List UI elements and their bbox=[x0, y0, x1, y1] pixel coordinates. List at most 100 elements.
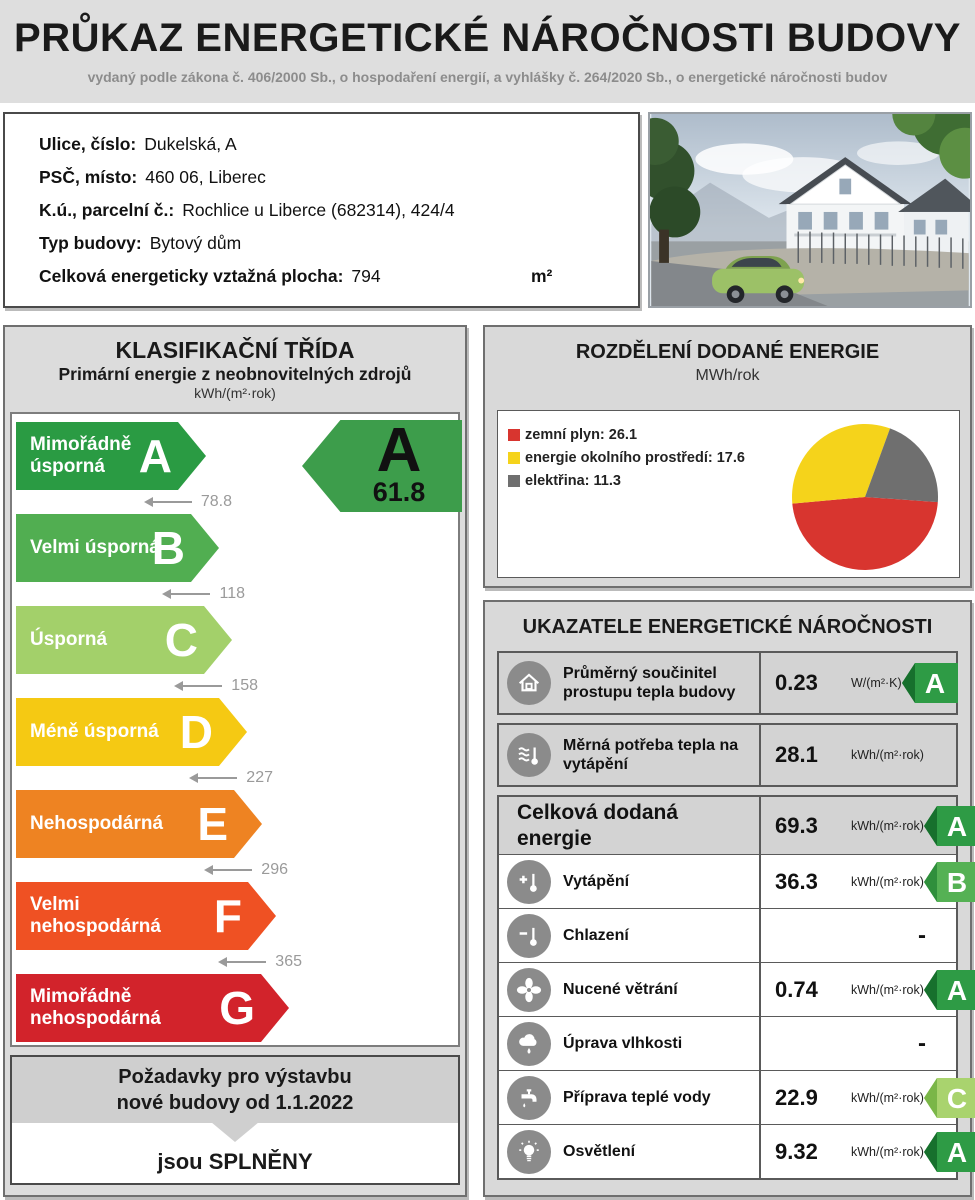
indicator-label-cell: Chlazení bbox=[499, 909, 761, 962]
class-letter: D bbox=[179, 706, 213, 758]
class-bar-a: Mimořádně úsporná A bbox=[16, 422, 206, 490]
threshold-arrow-icon bbox=[189, 773, 238, 783]
class-letter: A bbox=[138, 430, 172, 482]
indicator-label-cell: Nucené větrání bbox=[499, 963, 761, 1016]
pie-title: ROZDĚLENÍ DODANÉ ENERGIE bbox=[575, 341, 880, 363]
indicator-label-cell: Měrná potřeba tepla na vytápění bbox=[499, 725, 761, 785]
threshold-value: 118 bbox=[219, 585, 245, 602]
legend-item-0: zemní plyn: 26.1 bbox=[508, 423, 745, 446]
indicator-label: Průměrný součinitel prostupu tepla budov… bbox=[563, 664, 736, 701]
grade-badge-a: A bbox=[901, 663, 958, 703]
threshold-a: 78.8 bbox=[16, 490, 232, 514]
building-info-box: Ulice, číslo: Dukelská, A PSČ, místo: 460 … bbox=[3, 112, 640, 308]
indicator-value: 0.74 bbox=[775, 976, 818, 1002]
class-letter: F bbox=[213, 890, 242, 942]
indicator-label-cell: Vytápění bbox=[499, 855, 761, 908]
indicator-row: Osvětlení 9.32 kWh/(m²·rok) A bbox=[499, 1124, 975, 1178]
indicator-row: Vytápění 36.3 kWh/(m²·rok) B bbox=[499, 854, 975, 908]
indicator-row: Příprava teplé vody 22.9 kWh/(m²·rok) C bbox=[499, 1070, 975, 1124]
indicator-unit: kWh/(m²·rok) bbox=[851, 748, 924, 762]
address-row: Ulice, číslo: Dukelská, A bbox=[39, 128, 638, 161]
field-label: K.ú., parcelní č.: bbox=[39, 200, 175, 220]
classification-panel: KLASIFIKAČNÍ TŘÍDA Primární energie z ne… bbox=[3, 325, 467, 1197]
grade-badge-a: A bbox=[923, 805, 975, 846]
svg-text:A: A bbox=[925, 668, 945, 699]
indicator-value: - bbox=[918, 1029, 926, 1057]
indicator-label: Osvětlení bbox=[563, 1142, 636, 1160]
indicator-value-cell: - bbox=[761, 1017, 956, 1070]
class-label: Velmi úsporná bbox=[30, 537, 160, 559]
class-label: Méně úsporná bbox=[30, 721, 159, 743]
svg-text:A: A bbox=[947, 1137, 967, 1168]
class-label: Úsporná bbox=[30, 629, 108, 651]
threshold-value: 296 bbox=[261, 861, 288, 878]
svg-text:A: A bbox=[947, 811, 967, 842]
indicator-unit: kWh/(m²·rok) bbox=[851, 818, 924, 833]
threshold-arrow-icon bbox=[218, 957, 267, 967]
heating-icon bbox=[507, 859, 551, 904]
class-letter: G bbox=[219, 982, 255, 1034]
class-bar-c: Úsporná C bbox=[16, 606, 232, 674]
building-photo bbox=[648, 112, 972, 308]
building-photo-illustration bbox=[650, 114, 970, 306]
indicator-value: 28.1 bbox=[775, 742, 818, 767]
threshold-value: 227 bbox=[246, 769, 273, 786]
requirements-line1: Požadavky pro výstavbu bbox=[118, 1066, 352, 1088]
indicator-row: Úprava vlhkosti - bbox=[499, 1016, 956, 1070]
field-value: 794 bbox=[351, 266, 381, 286]
indicator-label: Nucené větrání bbox=[563, 980, 678, 998]
rating-value: 61.8 bbox=[372, 477, 426, 508]
indicator-label-cell: Úprava vlhkosti bbox=[499, 1017, 761, 1070]
threshold-c: 158 bbox=[16, 674, 258, 698]
classification-title: KLASIFIKAČNÍ TŘÍDA bbox=[115, 337, 355, 363]
indicator-label-cell: Osvětlení bbox=[499, 1125, 761, 1178]
indicator-value: 22.9 bbox=[775, 1084, 818, 1110]
indicator-row: Celková dodaná energie 69.3 kWh/(m²·rok) A bbox=[499, 797, 975, 854]
field-value: 460 06, Liberec bbox=[145, 167, 266, 187]
threshold-e: 296 bbox=[16, 858, 288, 882]
indicator-value-cell: 0.74 kWh/(m²·rok) A bbox=[761, 963, 975, 1016]
fan-icon bbox=[507, 967, 551, 1012]
class-letter: B bbox=[151, 522, 185, 574]
class-bar-e: Nehospodárná E bbox=[16, 790, 262, 858]
threshold-f: 365 bbox=[16, 950, 302, 974]
indicator-row: Nucené větrání 0.74 kWh/(m²·rok) A bbox=[499, 962, 975, 1016]
indicators-panel: UKAZATELE ENERGETICKÉ NÁROČNOSTI Průměrn… bbox=[483, 600, 975, 1197]
class-letter: E bbox=[197, 798, 228, 850]
indicator-value: 69.3 bbox=[775, 812, 818, 838]
indicator-row: Průměrný součinitel prostupu tepla budov… bbox=[497, 651, 958, 715]
field-value: Bytový dům bbox=[149, 233, 242, 253]
legend-swatch bbox=[508, 428, 520, 441]
class-letter: C bbox=[164, 614, 198, 666]
threshold-arrow-icon bbox=[174, 681, 223, 691]
indicator-label: Měrná potřeba tepla na vytápění bbox=[563, 736, 739, 773]
threshold-value: 365 bbox=[275, 953, 302, 970]
pie-chart-area: zemní plyn: 26.1 energie okolního prostře… bbox=[497, 410, 960, 578]
threshold-d: 227 bbox=[16, 766, 273, 790]
classification-unit: kWh/(m²·rok) bbox=[194, 385, 276, 401]
indicator-label: Příprava teplé vody bbox=[563, 1088, 711, 1106]
heat-icon bbox=[507, 733, 551, 777]
legend-item-1: energie okolního prostředí: 17.6 bbox=[508, 446, 745, 469]
legend-swatch bbox=[508, 451, 520, 464]
legend-swatch bbox=[508, 474, 520, 487]
class-label: Mimořádně nehospodárná bbox=[30, 986, 161, 1029]
indicator-value-cell: 9.32 kWh/(m²·rok) A bbox=[761, 1125, 975, 1178]
grade-badge-c: C bbox=[923, 1077, 975, 1118]
threshold-arrow-icon bbox=[162, 589, 211, 599]
indicator-label-cell: Příprava teplé vody bbox=[499, 1071, 761, 1124]
field-label: Typ budovy: bbox=[39, 233, 142, 253]
field-label: Ulice, číslo: bbox=[39, 134, 137, 154]
address-row: Celková energeticky vztažná plocha: 794 m… bbox=[39, 260, 638, 293]
field-value: Dukelská, A bbox=[144, 134, 237, 154]
page-subtitle: vydaný podle zákona č. 406/2000 Sb., o h… bbox=[87, 69, 888, 85]
indicator-unit: kWh/(m²·rok) bbox=[851, 982, 924, 997]
class-label: Velmi nehospodárná bbox=[30, 894, 161, 937]
address-row: K.ú., parcelní č.: Rochlice u Liberce (68… bbox=[39, 194, 638, 227]
address-row: PSČ, místo: 460 06, Liberec bbox=[39, 161, 638, 194]
indicator-unit: kWh/(m²·rok) bbox=[851, 874, 924, 889]
house-icon bbox=[507, 661, 551, 705]
grade-badge-a: A bbox=[923, 969, 975, 1010]
pie-legend: zemní plyn: 26.1 energie okolního prostře… bbox=[508, 423, 745, 492]
